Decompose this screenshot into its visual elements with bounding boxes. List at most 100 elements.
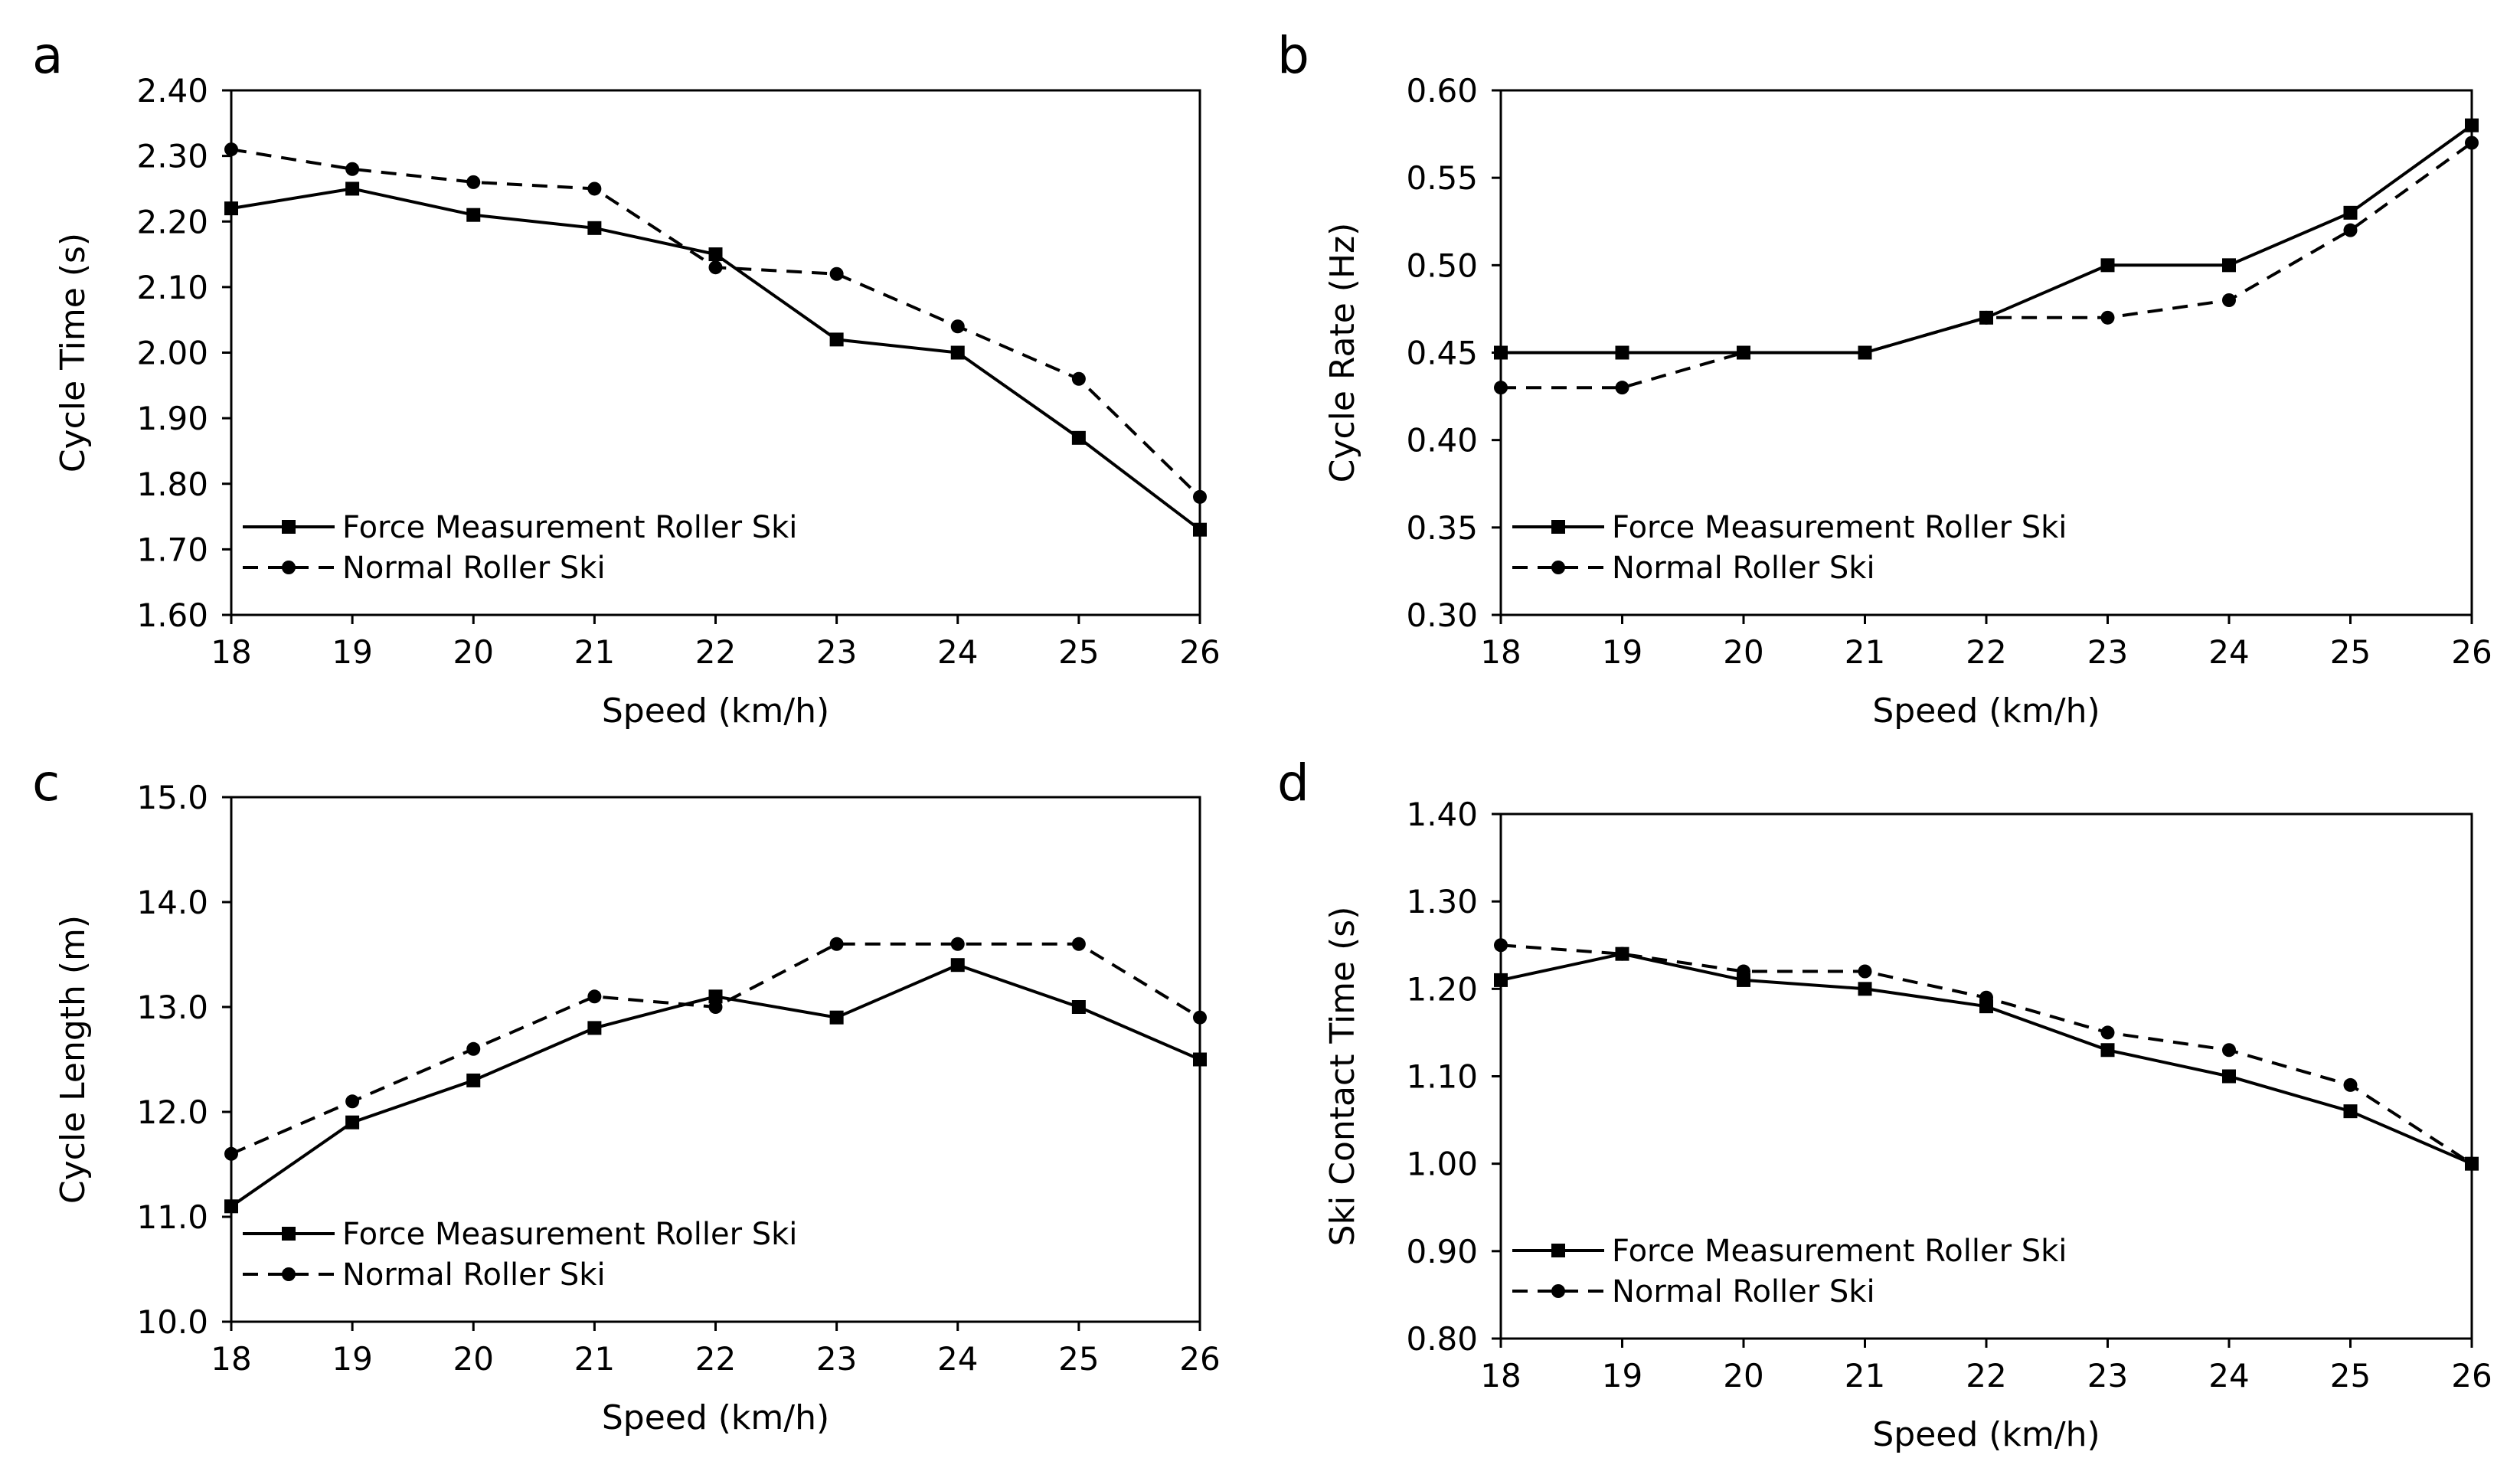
data-point-circle xyxy=(466,175,481,189)
data-point-square xyxy=(950,958,965,973)
data-point-square xyxy=(2343,205,2358,220)
chart-panel-a: a 1.60 1.70 1.80 1.90 2.00 2.10 2.20 2.30 2.40 18 1… xyxy=(32,26,1221,731)
data-point-circle xyxy=(1615,946,1629,961)
legend-marker-circle xyxy=(282,561,296,574)
x-tick-label: 26 xyxy=(1179,633,1220,671)
data-point-square xyxy=(708,989,723,1004)
chart-panel-d: d 0.80 0.90 1.00 1.10 1.20 1.30 1.40 18 19 20 21 22 2… xyxy=(1277,754,2492,1454)
legend-marker-circle xyxy=(1551,1284,1565,1298)
y-tick-label: 0.45 xyxy=(1406,335,1478,372)
legend-marker-circle xyxy=(282,1267,296,1281)
legend-entry: Normal Roller Ski xyxy=(243,1257,606,1293)
x-tick-label: 22 xyxy=(695,1340,736,1378)
y-tick-label: 0.90 xyxy=(1406,1233,1478,1270)
data-point-circle xyxy=(2343,1077,2358,1092)
data-point-circle xyxy=(2465,136,2479,150)
series-line xyxy=(1500,943,2473,1166)
x-tick-label: 22 xyxy=(1966,1357,2006,1394)
y-tick-label: 1.40 xyxy=(1406,796,1478,833)
x-tick-label: 25 xyxy=(1058,633,1099,671)
data-point-circle xyxy=(1615,381,1629,395)
series-normal xyxy=(224,937,1207,1161)
data-point-square xyxy=(466,1073,481,1087)
data-point-square xyxy=(1494,973,1508,987)
x-tick-label: 21 xyxy=(574,1340,615,1378)
x-tick-label: 20 xyxy=(1723,1357,1763,1394)
x-axis-label: Speed (km/h) xyxy=(602,691,829,731)
x-tick-label: 24 xyxy=(2208,1357,2249,1394)
data-point-square xyxy=(1071,1000,1086,1014)
data-point-square xyxy=(587,221,602,235)
series-line xyxy=(230,942,1201,1156)
y-tick-label: 1.20 xyxy=(1406,970,1478,1008)
data-point-circle xyxy=(224,142,238,157)
legend-label: Normal Roller Ski xyxy=(1612,1274,1875,1309)
y-tick-label: 1.80 xyxy=(136,466,208,503)
data-point-circle xyxy=(708,260,723,275)
data-point-square xyxy=(1071,430,1086,445)
x-tick-label: 24 xyxy=(937,633,978,671)
legend-label: Normal Roller Ski xyxy=(342,1257,606,1293)
panel-letter: d xyxy=(1277,754,1309,812)
legend-label: Force Measurement Roller Ski xyxy=(1612,510,2067,545)
y-axis-label: Cycle Rate (Hz) xyxy=(1323,223,1362,483)
y-tick-label: 0.55 xyxy=(1406,159,1478,197)
data-point-circle xyxy=(1737,345,1750,360)
series-line xyxy=(230,187,1201,531)
data-point-square xyxy=(829,1010,844,1025)
data-point-circle xyxy=(1858,964,1872,979)
x-tick-label: 26 xyxy=(1179,1340,1220,1378)
x-tick-label: 18 xyxy=(1480,633,1521,671)
data-point-square xyxy=(708,247,723,262)
x-tick-label: 19 xyxy=(1602,1357,1642,1394)
data-point-circle xyxy=(224,1146,238,1161)
x-tick-label: 21 xyxy=(1845,633,1885,671)
series-line xyxy=(230,148,1201,499)
x-tick-label: 18 xyxy=(211,633,251,671)
data-point-circle xyxy=(1979,990,1993,1005)
data-point-circle xyxy=(466,1041,481,1056)
y-tick-label: 1.30 xyxy=(1406,883,1478,920)
legend-marker-square xyxy=(1551,520,1565,534)
y-tick-label: 0.30 xyxy=(1406,597,1478,634)
y-tick-label: 1.00 xyxy=(1406,1146,1478,1183)
data-point-square xyxy=(224,201,238,216)
legend-label: Normal Roller Ski xyxy=(342,551,606,586)
series-force-measurement xyxy=(224,181,1207,537)
data-point-circle xyxy=(829,266,844,281)
x-tick-label: 21 xyxy=(574,633,615,671)
x-tick-label: 24 xyxy=(937,1340,978,1378)
x-tick-label: 18 xyxy=(211,1340,251,1378)
legend-entry: Normal Roller Ski xyxy=(1512,1274,1875,1309)
x-tick-label: 23 xyxy=(2087,633,2128,671)
data-point-circle xyxy=(708,1000,723,1014)
y-tick-label: 15.0 xyxy=(136,779,208,816)
legend-entry: Force Measurement Roller Ski xyxy=(1512,1234,2067,1269)
series-normal xyxy=(1494,938,2479,1171)
data-point-square xyxy=(1615,345,1629,360)
data-point-circle xyxy=(2222,1043,2236,1058)
x-axis-label: Speed (km/h) xyxy=(1872,1415,2100,1454)
data-point-circle xyxy=(1193,489,1207,504)
legend-label: Force Measurement Roller Ski xyxy=(342,1217,797,1252)
y-tick-label: 0.50 xyxy=(1406,247,1478,284)
data-point-square xyxy=(2100,258,2115,273)
legend-marker-square xyxy=(1551,1244,1565,1257)
x-tick-label: 19 xyxy=(332,1340,372,1378)
x-tick-label: 23 xyxy=(2087,1357,2128,1394)
y-tick-label: 1.70 xyxy=(136,531,208,568)
data-point-circle xyxy=(587,989,602,1004)
y-tick-label: 0.40 xyxy=(1406,422,1478,459)
legend-label: Force Measurement Roller Ski xyxy=(1612,1234,2067,1269)
data-point-circle xyxy=(950,937,965,951)
y-tick-label: 0.60 xyxy=(1406,72,1478,110)
data-point-circle xyxy=(1071,371,1086,386)
x-tick-label: 26 xyxy=(2451,1357,2492,1394)
data-point-square xyxy=(950,345,965,360)
data-point-square xyxy=(2222,258,2236,273)
series-line xyxy=(1501,141,2473,390)
legend-entry: Normal Roller Ski xyxy=(1512,551,1875,586)
data-point-circle xyxy=(950,319,965,334)
series-line xyxy=(1500,952,2473,1166)
